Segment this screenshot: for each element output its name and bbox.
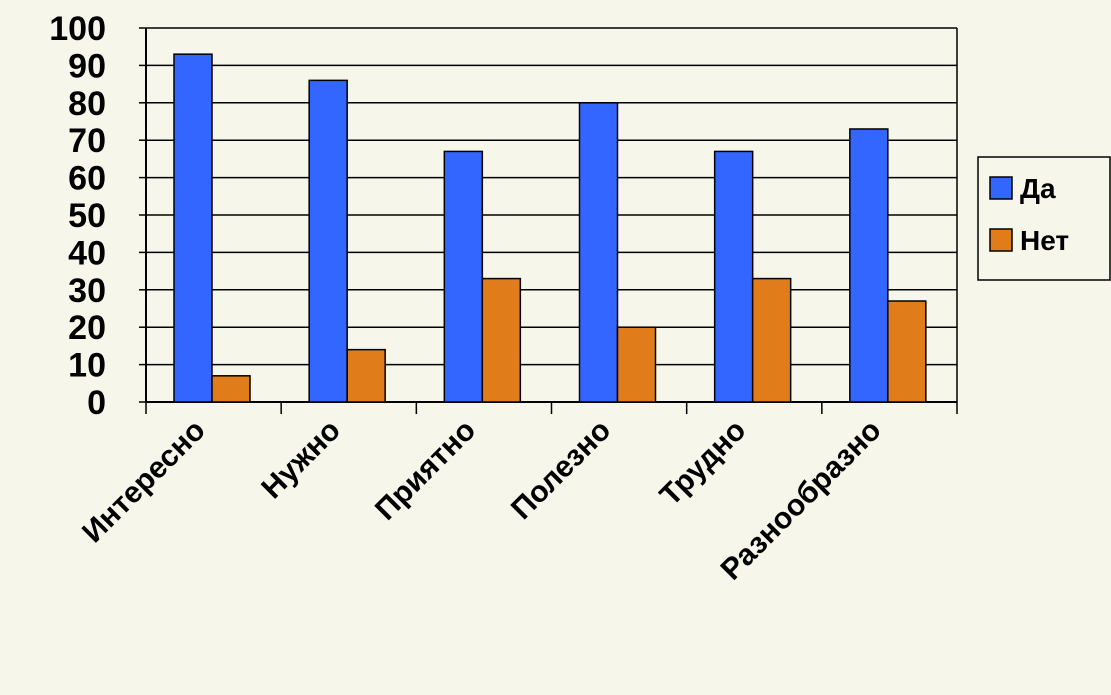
bar-da-0 bbox=[173, 53, 213, 403]
x-axis-category-labels: Интересно Нужно Приятно Полезно ТрудноРазноо… bbox=[76, 414, 887, 587]
bar-net-2 bbox=[481, 277, 522, 403]
category-label: Приятно bbox=[369, 414, 482, 527]
y-tick-label: 100 bbox=[49, 10, 106, 48]
legend-label-da: Да bbox=[1020, 173, 1056, 204]
bar-net-5 bbox=[887, 300, 927, 403]
y-tick-label: 0 bbox=[87, 384, 106, 422]
bar-net-1 bbox=[346, 348, 386, 403]
y-tick-label: 90 bbox=[68, 47, 106, 85]
legend-swatch-net bbox=[989, 228, 1013, 252]
y-tick-label: 30 bbox=[68, 272, 106, 310]
y-tick-label: 40 bbox=[68, 234, 106, 272]
legend: Да Нет bbox=[977, 156, 1111, 281]
bar-da-1 bbox=[308, 79, 348, 403]
y-tick-label: 70 bbox=[68, 122, 106, 160]
legend-label-net: Нет bbox=[1020, 225, 1069, 256]
bar-da-3 bbox=[578, 102, 619, 403]
category-label: Трудно bbox=[654, 414, 753, 513]
bar-da-5 bbox=[849, 128, 889, 403]
legend-swatch-da bbox=[989, 176, 1013, 200]
axes bbox=[139, 27, 958, 414]
bar-net-3 bbox=[616, 326, 657, 403]
y-tick-label: 80 bbox=[68, 85, 106, 123]
y-tick-label: 50 bbox=[68, 197, 106, 235]
legend-box bbox=[977, 156, 1111, 281]
bar-net-0 bbox=[211, 375, 251, 403]
bar-da-2 bbox=[443, 150, 484, 403]
y-tick-label: 10 bbox=[68, 347, 106, 385]
y-tick-label: 20 bbox=[68, 309, 106, 347]
bar-net-4 bbox=[751, 277, 792, 403]
y-tick-label: 60 bbox=[68, 160, 106, 198]
bar-da-4 bbox=[713, 150, 754, 403]
category-label: Интересно bbox=[76, 414, 212, 550]
bars bbox=[173, 53, 927, 403]
category-label: Нужно bbox=[255, 414, 347, 506]
gridlines bbox=[146, 27, 958, 402]
category-label: Полезно bbox=[505, 414, 617, 526]
